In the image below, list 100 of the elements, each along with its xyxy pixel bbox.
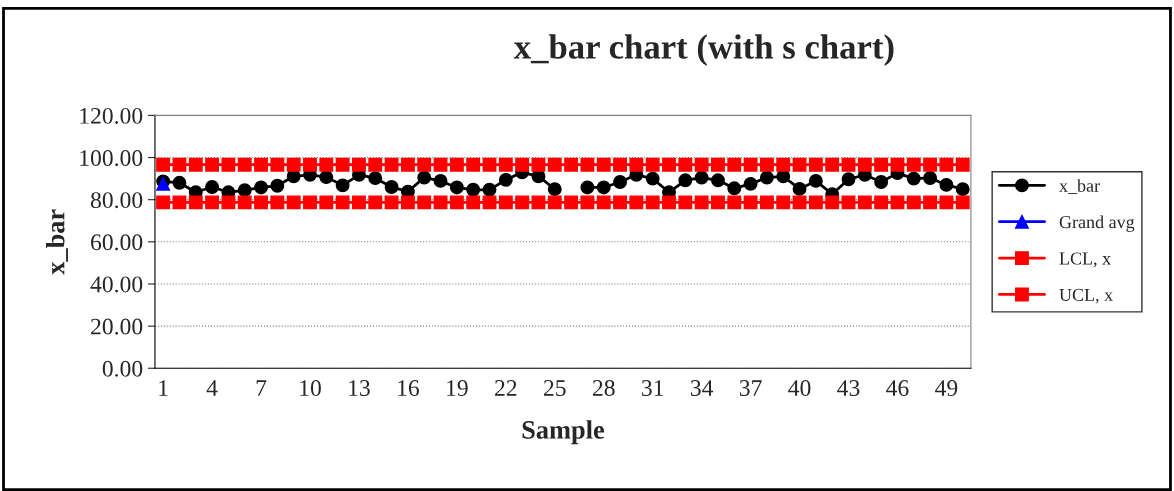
point: [694, 157, 709, 172]
point: [759, 157, 774, 172]
point: [384, 180, 399, 194]
point: [743, 176, 758, 191]
point: [596, 157, 611, 172]
legend-label: UCL, x: [1059, 288, 1113, 304]
point: [433, 157, 448, 172]
point: [890, 195, 905, 210]
point: [743, 195, 758, 210]
point: [678, 157, 693, 172]
point: [188, 195, 203, 210]
point: [841, 172, 856, 187]
point: [335, 195, 350, 210]
point: [547, 195, 562, 210]
point: [547, 157, 562, 172]
point: [564, 195, 579, 210]
point: [596, 180, 611, 195]
y-tick-label: 20.00: [91, 318, 143, 335]
point: [482, 157, 497, 172]
point: [417, 170, 432, 185]
y-tick-label: 60.00: [91, 234, 143, 251]
point: [384, 157, 399, 172]
point: [172, 175, 187, 190]
point: [613, 195, 627, 210]
point: [188, 157, 203, 172]
point: [286, 195, 301, 210]
point: [254, 157, 268, 172]
point: [792, 195, 807, 210]
point: [417, 157, 432, 172]
x-tick-label: 31: [642, 380, 664, 396]
point: [890, 157, 905, 172]
point: [939, 177, 954, 192]
point: [303, 157, 317, 172]
point: [678, 195, 693, 210]
x-tick-label: 1: [159, 380, 168, 396]
point: [841, 157, 856, 172]
point: [792, 157, 807, 172]
point: [466, 157, 481, 172]
y-tick-label: 80.00: [90, 192, 143, 209]
point: [547, 182, 562, 197]
point: [694, 170, 709, 185]
point: [303, 195, 317, 210]
point: [743, 157, 758, 172]
x-tick-label: 49: [935, 380, 958, 396]
x-tick-label: 28: [592, 380, 615, 396]
point: [270, 178, 285, 193]
point: [319, 157, 334, 172]
point: [400, 195, 415, 210]
point: [792, 181, 807, 196]
point: [466, 182, 481, 197]
y-axis-title: x_bar: [45, 209, 68, 275]
legend-label: LCL, x: [1059, 252, 1111, 268]
point: [645, 171, 660, 186]
point: [384, 195, 399, 210]
x-tick-label: 43: [837, 380, 860, 396]
point: [417, 195, 432, 210]
point: [580, 180, 595, 195]
point: [368, 171, 383, 186]
point: [857, 157, 872, 172]
y-tick-label: 120.00: [80, 107, 143, 124]
x-tick-label: 10: [300, 380, 321, 396]
point: [319, 170, 334, 185]
point: [906, 195, 921, 210]
point: [906, 171, 921, 186]
point: [172, 195, 187, 210]
point: [939, 157, 954, 172]
point: [759, 195, 774, 210]
chart-title: x_bar chart (with s chart): [513, 34, 894, 66]
point: [955, 157, 970, 172]
point: [221, 195, 236, 210]
point: [449, 180, 464, 195]
x-tick-label: 22: [495, 380, 517, 396]
point: [955, 195, 970, 210]
point: [433, 173, 448, 188]
y-tick-label: 100.00: [80, 150, 143, 167]
point: [352, 157, 366, 172]
point: [156, 157, 171, 172]
point: [254, 180, 268, 195]
point: [711, 173, 725, 188]
point: [825, 195, 840, 210]
point: [466, 195, 481, 210]
point: [531, 195, 546, 210]
point: [629, 195, 644, 210]
point: [254, 195, 268, 210]
point: [286, 157, 301, 172]
point: [205, 180, 220, 194]
x-tick-label: 16: [398, 380, 420, 396]
point: [498, 195, 513, 210]
x-tick-label: 46: [886, 380, 909, 396]
point: [955, 182, 970, 197]
point: [629, 157, 644, 172]
point: [596, 195, 611, 210]
point: [352, 195, 366, 210]
point: [580, 195, 595, 210]
point: [515, 157, 530, 172]
point: [205, 157, 220, 172]
point: [645, 157, 660, 172]
x-tick-label: 7: [256, 380, 267, 396]
point: [172, 157, 187, 172]
point: [808, 195, 823, 210]
